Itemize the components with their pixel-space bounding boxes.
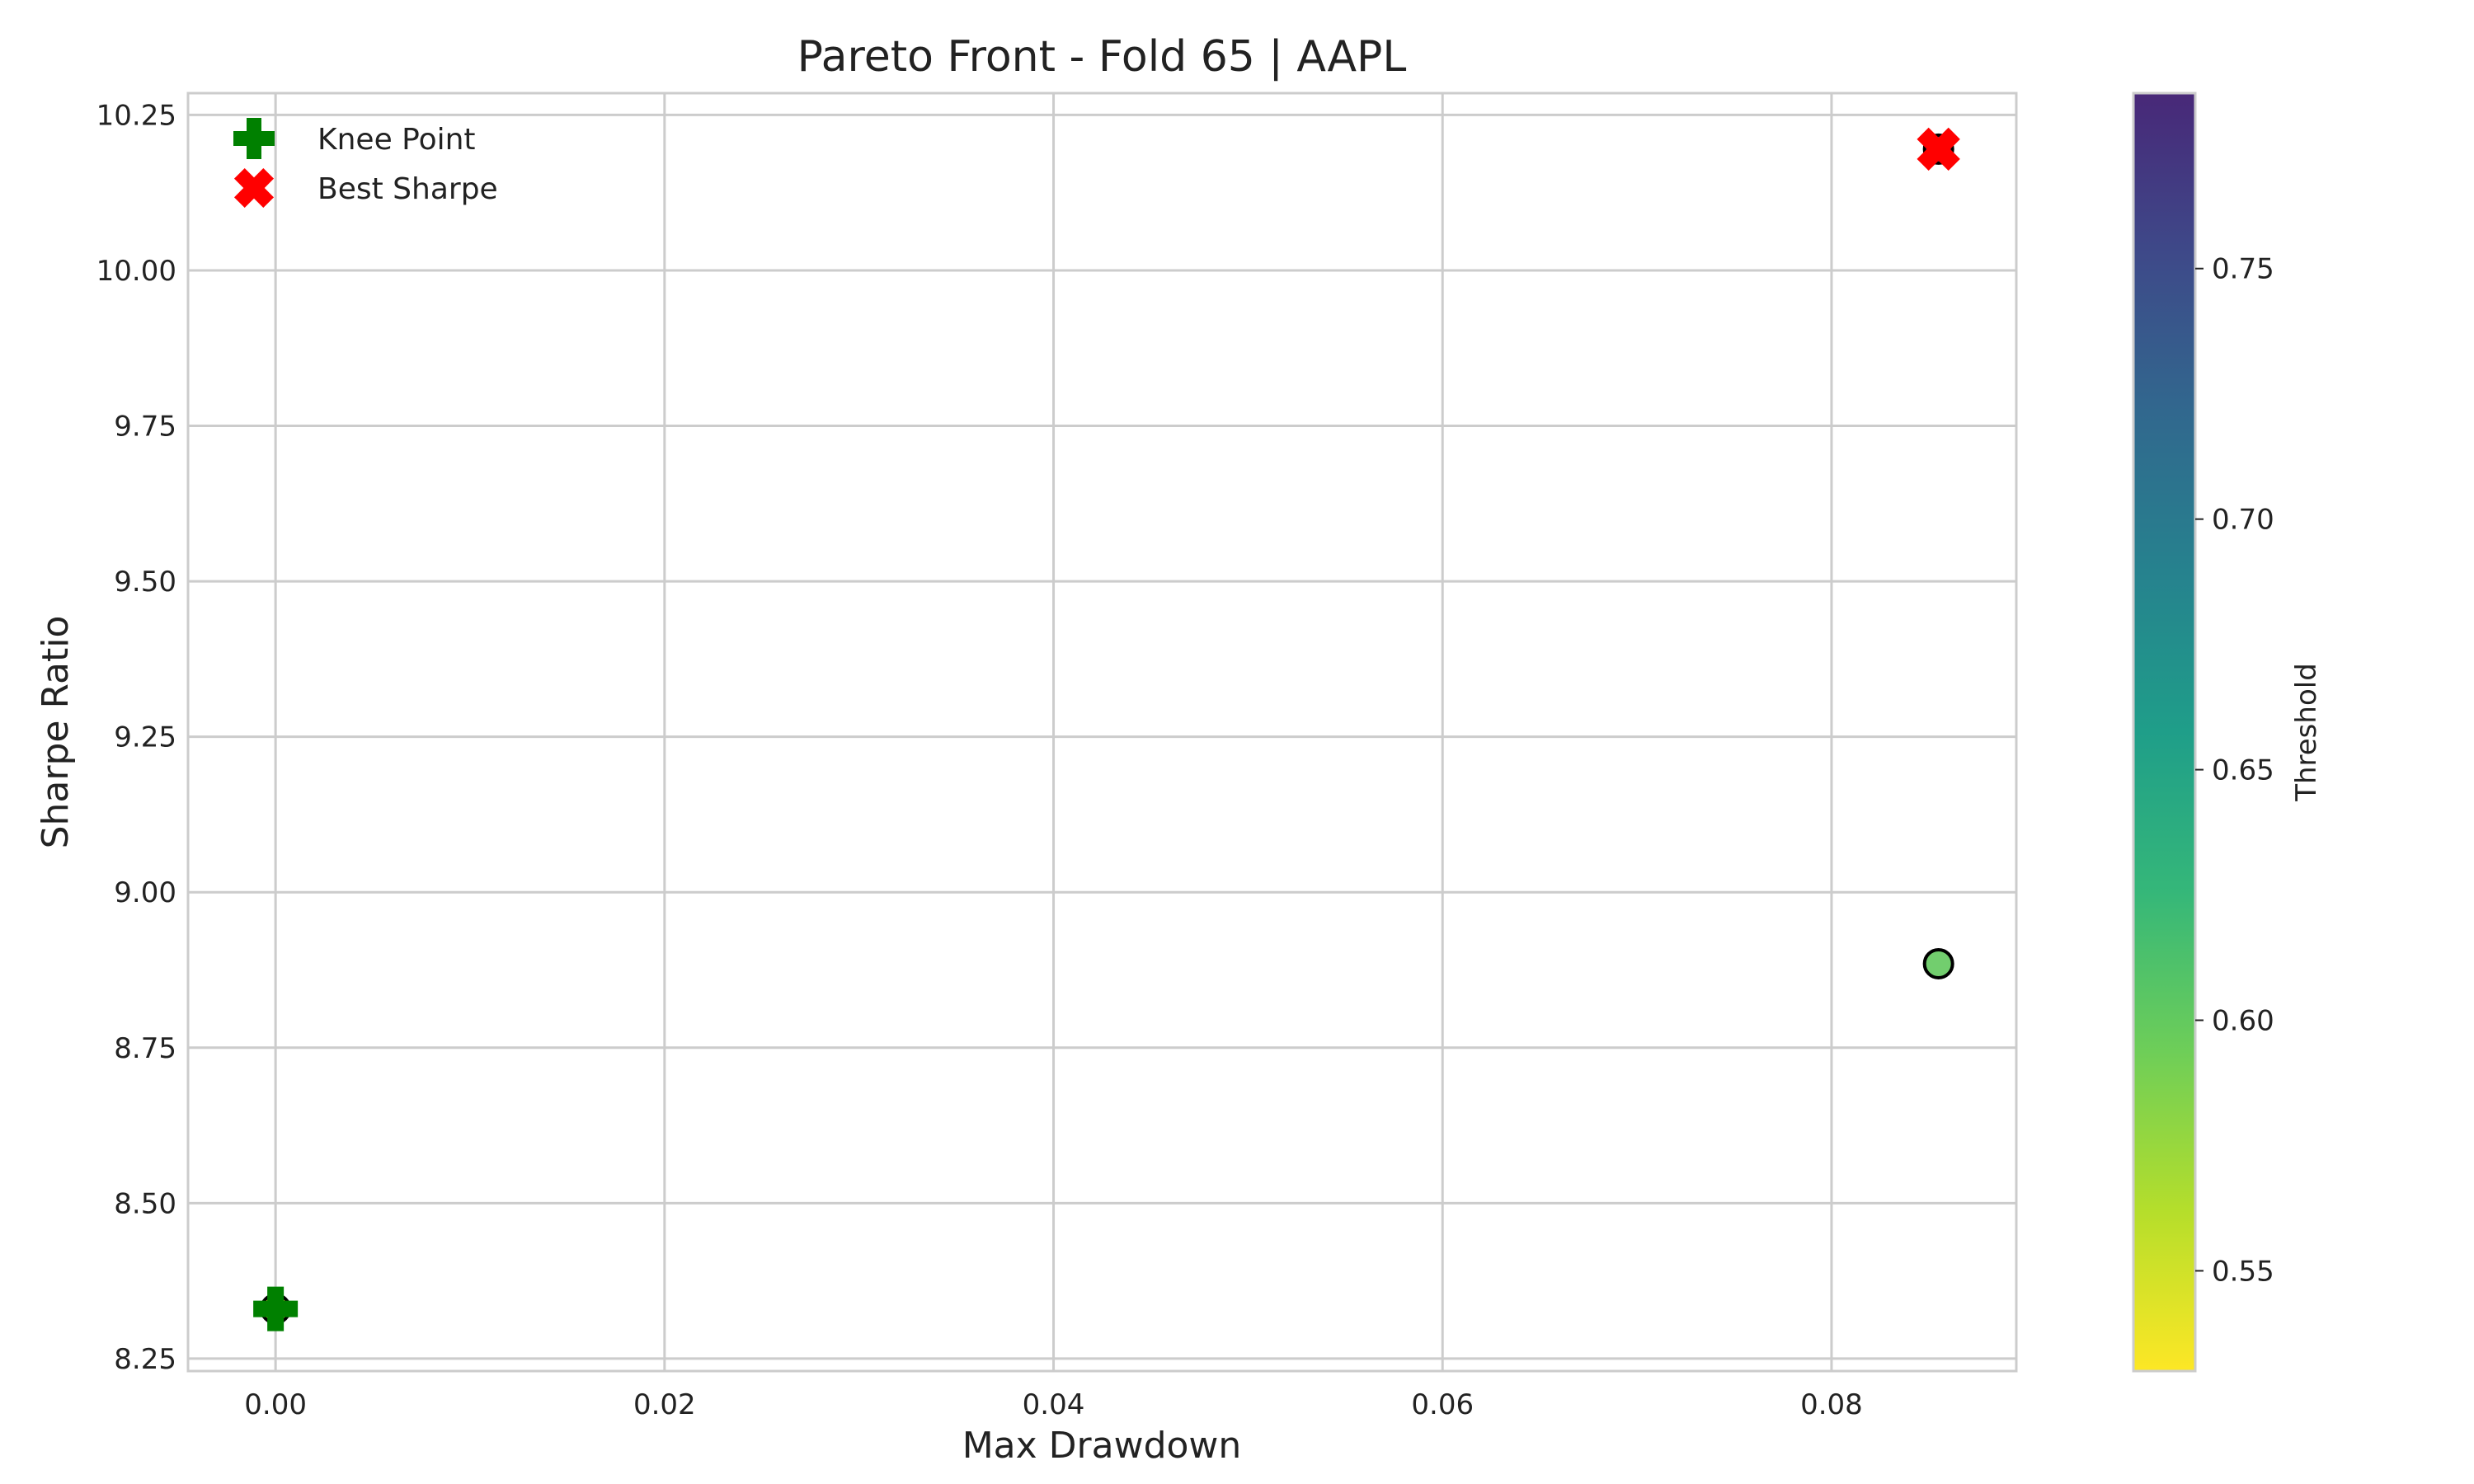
y-tick-label: 8.25 xyxy=(114,1343,176,1376)
legend-entry-knee-point: Knee Point xyxy=(233,118,476,159)
x-tick-label: 0.08 xyxy=(1800,1388,1863,1421)
x-tick-label: 0.02 xyxy=(633,1388,696,1421)
y-tick-label: 9.75 xyxy=(114,411,176,444)
colorbar-tick-labels: 0.55 0.60 0.65 0.70 0.75 xyxy=(2195,253,2274,1288)
y-tick-label: 10.25 xyxy=(96,99,176,132)
plus-icon xyxy=(233,118,275,159)
colorbar-tick-label: 0.70 xyxy=(2212,504,2274,537)
knee-point-marker xyxy=(253,1286,299,1331)
y-axis-title: Sharpe Ratio xyxy=(35,616,77,849)
highlight-markers xyxy=(253,127,1960,1331)
x-tick-label: 0.04 xyxy=(1023,1388,1085,1421)
colorbar-tick-label: 0.65 xyxy=(2212,754,2274,787)
colorbar-title: Threshold xyxy=(2290,663,2323,802)
x-tick-labels: 0.00 0.02 0.04 0.06 0.08 xyxy=(244,1388,1863,1421)
colorbar-tick-label: 0.60 xyxy=(2212,1005,2274,1038)
colorbar: 0.55 0.60 0.65 0.70 0.75 Threshold xyxy=(2132,92,2323,1373)
x-tick-label: 0.06 xyxy=(1411,1388,1474,1421)
plot-frame xyxy=(186,92,2018,1373)
colorbar-gradient xyxy=(2132,92,2197,1373)
best-sharpe-marker xyxy=(1917,127,1960,171)
y-tick-label: 8.50 xyxy=(114,1187,176,1220)
x-axis-title: Max Drawdown xyxy=(962,1425,1242,1467)
data-point xyxy=(1922,947,1954,979)
x-mark-icon xyxy=(233,167,275,209)
plot-area xyxy=(188,93,2016,1371)
y-tick-labels: 8.25 8.50 8.75 9.00 9.25 9.50 9.75 10.00 10.25 xyxy=(96,99,176,1376)
x-tick-label: 0.00 xyxy=(244,1388,307,1421)
colorbar-tick-label: 0.55 xyxy=(2212,1255,2274,1288)
y-tick-label: 9.50 xyxy=(114,566,176,599)
legend-label-knee-point: Knee Point xyxy=(317,123,476,157)
chart-title: Pareto Front - Fold 65 | AAPL xyxy=(797,32,1407,82)
legend: Knee Point Best Sharpe xyxy=(233,118,498,209)
y-tick-label: 8.75 xyxy=(114,1032,176,1065)
legend-label-best-sharpe: Best Sharpe xyxy=(317,172,498,206)
y-tick-label: 9.25 xyxy=(114,721,176,754)
colorbar-tick-label: 0.75 xyxy=(2212,253,2274,286)
legend-entry-best-sharpe: Best Sharpe xyxy=(233,167,498,209)
grid-lines xyxy=(188,93,2016,1371)
y-tick-label: 10.00 xyxy=(96,255,176,288)
y-tick-label: 9.00 xyxy=(114,876,176,909)
